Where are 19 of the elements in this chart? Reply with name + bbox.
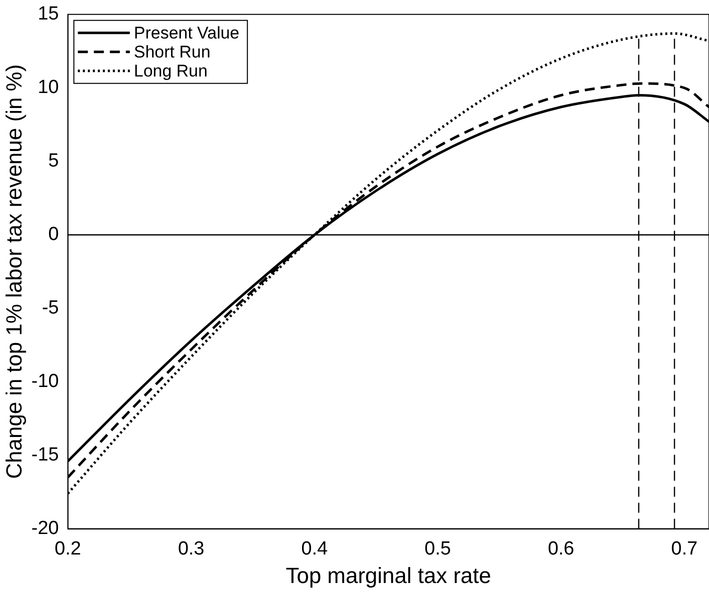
legend-label: Present Value xyxy=(134,24,240,43)
y-axis-title: Change in top 1% labor tax revenue (in %) xyxy=(1,64,26,479)
y-tick-label: -5 xyxy=(42,298,59,319)
x-tick-label: 0.7 xyxy=(671,538,698,560)
x-tick-label: 0.5 xyxy=(424,538,451,560)
y-tick-label: 5 xyxy=(48,150,59,172)
y-tick-label: 10 xyxy=(38,77,59,98)
x-tick-label: 0.3 xyxy=(178,538,204,560)
y-tick-label: 15 xyxy=(38,4,59,25)
x-tick-label: 0.6 xyxy=(548,538,574,560)
y-tick-label: -10 xyxy=(31,371,59,392)
legend-label: Long Run xyxy=(134,62,208,81)
y-tick-label: -15 xyxy=(31,444,59,466)
y-tick-label: -20 xyxy=(31,518,59,540)
x-tick-label: 0.2 xyxy=(54,538,82,560)
y-tick-label: 0 xyxy=(48,224,59,246)
x-tick-label: 0.4 xyxy=(301,538,328,560)
legend-label: Short Run xyxy=(134,42,210,62)
x-axis-title: Top marginal tax rate xyxy=(286,562,492,588)
